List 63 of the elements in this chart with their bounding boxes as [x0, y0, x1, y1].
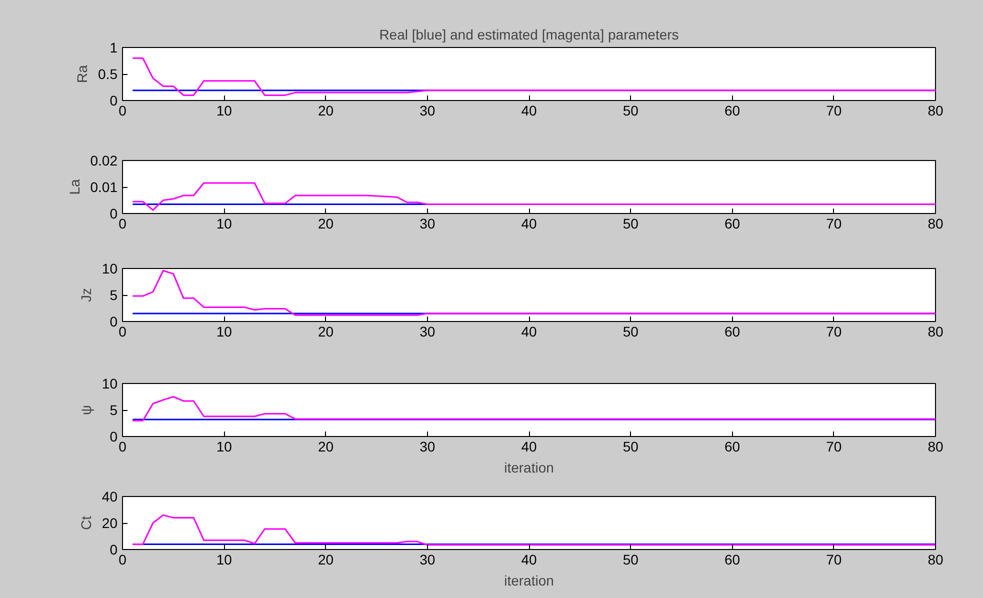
y-tick-label: 0: [110, 92, 118, 108]
x-tick-label: 40: [521, 552, 537, 568]
x-tick-label: 50: [622, 216, 639, 232]
x-tick-label: 10: [216, 324, 232, 340]
y-tick-label: 0: [110, 314, 118, 330]
x-tick-label: 40: [521, 438, 537, 454]
y-axis-title: Ra: [74, 64, 90, 83]
y-tick-label: 40: [102, 488, 118, 504]
x-tick-label: 10: [216, 438, 232, 454]
x-tick-label: 40: [521, 324, 537, 340]
x-tick-label: 70: [826, 102, 842, 118]
x-tick-label: 40: [521, 216, 537, 232]
x-tick-label: 60: [724, 216, 740, 232]
x-tick-label: 60: [724, 552, 740, 568]
x-tick-label: 80: [928, 216, 944, 232]
x-tick-label: 20: [318, 324, 334, 340]
y-tick-label: 0.01: [90, 179, 118, 195]
x-tick-label: 80: [928, 324, 944, 340]
y-tick-label: 20: [102, 515, 118, 531]
x-tick-label: 70: [826, 438, 842, 454]
x-tick-label: 50: [622, 438, 639, 454]
y-tick-label: 10: [102, 260, 118, 276]
x-tick-label: 10: [216, 216, 232, 232]
x-tick-label: 20: [318, 216, 334, 232]
y-tick-label: 0.5: [98, 66, 118, 82]
x-tick-label: 50: [622, 552, 639, 568]
y-tick-label: 0: [110, 428, 118, 444]
chart-title: Real [blue] and estimated [magenta] parameters: [379, 26, 679, 42]
x-tick-label: 80: [928, 552, 944, 568]
x-tick-label: 60: [724, 324, 740, 340]
x-tick-label: 30: [420, 102, 436, 118]
x-tick-label: 70: [826, 552, 842, 568]
y-tick-label: 0: [110, 542, 118, 558]
x-tick-label: 60: [724, 102, 740, 118]
x-tick-label: 20: [318, 102, 334, 118]
y-axis-title: ψ: [78, 404, 94, 415]
y-axis-title: Ct: [78, 516, 94, 530]
x-axis-title: iteration: [504, 460, 554, 476]
y-axis-title: La: [66, 179, 82, 195]
x-tick-label: 30: [420, 216, 436, 232]
x-tick-label: 70: [826, 324, 842, 340]
x-tick-label: 20: [318, 438, 334, 454]
y-tick-label: 0.02: [90, 152, 118, 168]
y-tick-label: 10: [102, 376, 118, 392]
x-tick-label: 80: [928, 438, 944, 454]
y-tick-label: 5: [110, 287, 118, 303]
x-tick-label: 40: [521, 102, 537, 118]
x-tick-label: 20: [318, 552, 334, 568]
x-tick-label: 80: [928, 102, 944, 118]
x-tick-label: 50: [622, 324, 639, 340]
x-tick-label: 70: [826, 216, 842, 232]
x-axis-title: iteration: [504, 572, 554, 588]
x-tick-label: 50: [622, 102, 639, 118]
y-tick-label: 1: [110, 40, 118, 56]
x-tick-label: 10: [216, 552, 232, 568]
y-tick-label: 0: [110, 206, 118, 222]
y-tick-label: 5: [110, 402, 118, 418]
y-axis-title: Jz: [78, 288, 94, 302]
x-tick-label: 30: [420, 438, 436, 454]
x-tick-label: 60: [724, 438, 740, 454]
x-tick-label: 10: [216, 102, 232, 118]
x-tick-label: 30: [420, 552, 436, 568]
x-tick-label: 30: [420, 324, 436, 340]
